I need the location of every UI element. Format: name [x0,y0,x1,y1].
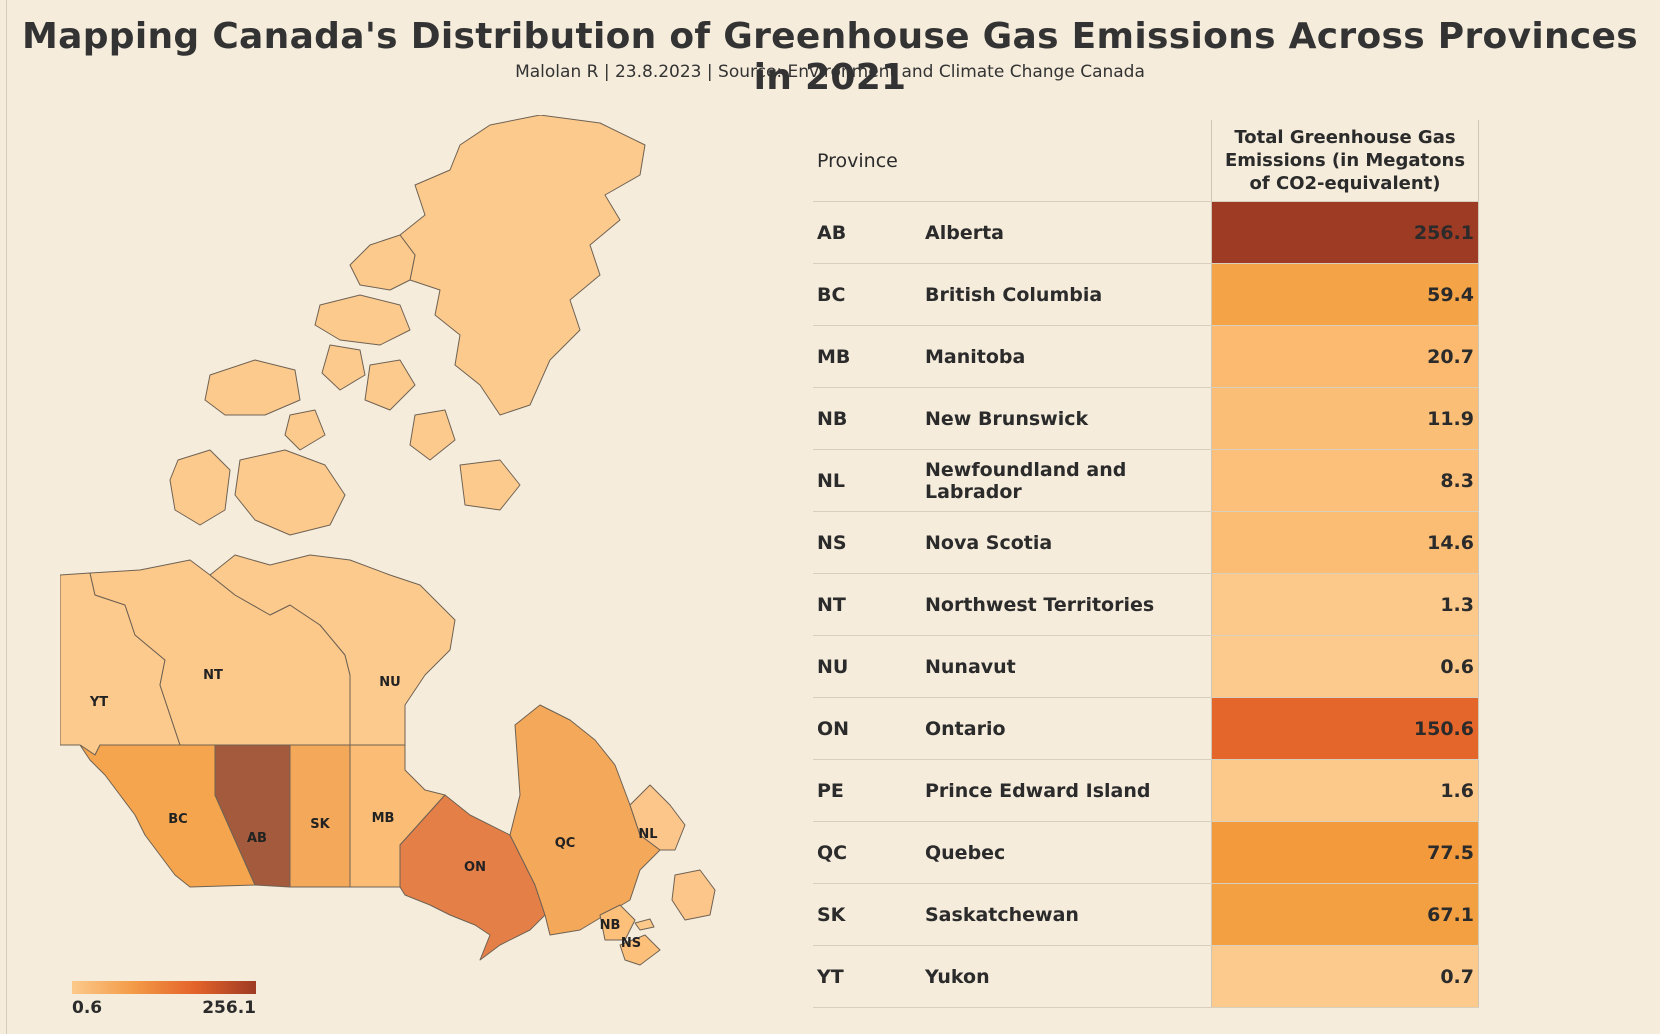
emission-value: 1.6 [1211,759,1479,822]
emission-value: 150.6 [1211,697,1479,760]
color-legend: 0.6 256.1 [72,981,256,1018]
map-label-on: ON [464,860,486,875]
region-nu-devon-island [314,294,411,346]
province-code: MB [813,325,921,388]
province-name: Ontario [921,697,1212,760]
province-name: Prince Edward Island [921,759,1212,822]
table-row: ON Ontario 150.6 [813,697,1479,760]
map-label-nb: NB [600,918,621,933]
table-row: NB New Brunswick 11.9 [813,387,1479,450]
region-pe [634,918,655,931]
region-nu-victoria-island [234,449,346,536]
map-label-nl: NL [638,827,657,842]
region-qc [509,704,661,936]
province-code: BC [813,263,921,326]
province-code: AB [813,201,921,264]
region-nu-melville-island [204,359,301,416]
emission-value: 11.9 [1211,387,1479,450]
province-code: NS [813,511,921,574]
table-row: NT Northwest Territories 1.3 [813,573,1479,636]
region-sk [289,744,351,888]
map-label-mb: MB [372,811,395,826]
emission-value: 8.3 [1211,449,1479,512]
province-name: Northwest Territories [921,573,1212,636]
province-name: Quebec [921,821,1212,884]
province-name: Alberta [921,201,1212,264]
province-code: YT [813,945,921,1008]
legend-gradient-bar [72,981,256,994]
emission-value: 1.3 [1211,573,1479,636]
table-row: BC British Columbia 59.4 [813,263,1479,326]
province-code: NU [813,635,921,698]
map-label-bc: BC [168,812,187,827]
province-name: Yukon [921,945,1212,1008]
region-nu-ellesmere-island [349,234,416,291]
legend-min-label: 0.6 [72,998,103,1018]
region-nu-small-islands [284,344,456,461]
canada-map: YT NT NU BC AB SK MB ON QC NL NB NS [60,115,760,1015]
region-nu-mainland [209,554,456,746]
page-title: Mapping Canada's Distribution of Greenho… [22,16,1638,98]
table-row: MB Manitoba 20.7 [813,325,1479,388]
province-code: NB [813,387,921,450]
table-row: YT Yukon 0.7 [813,945,1479,1008]
province-code: NT [813,573,921,636]
table-row: SK Saskatchewan 67.1 [813,883,1479,946]
emission-value: 0.7 [1211,945,1479,1008]
province-name: Saskatchewan [921,883,1212,946]
map-label-nu: NU [379,675,400,690]
emission-value: 0.6 [1211,635,1479,698]
table-header-row: Province Total Greenhouse Gas Emissions … [813,120,1479,202]
province-name: Manitoba [921,325,1212,388]
frame-border [6,0,7,1034]
province-name: British Columbia [921,263,1212,326]
emission-value: 14.6 [1211,511,1479,574]
table-row: AB Alberta 256.1 [813,201,1479,264]
table-row: QC Quebec 77.5 [813,821,1479,884]
map-label-yt: YT [89,695,108,710]
province-code: QC [813,821,921,884]
region-nb [599,904,636,941]
table-row: NU Nunavut 0.6 [813,635,1479,698]
table-row: PE Prince Edward Island 1.6 [813,759,1479,822]
header-emissions: Total Greenhouse Gas Emissions (in Megat… [1211,120,1479,202]
province-code: SK [813,883,921,946]
table-row: NS Nova Scotia 14.6 [813,511,1479,574]
province-code: PE [813,759,921,822]
legend-max-label: 256.1 [202,998,256,1018]
region-nl-island [671,869,716,921]
region-ns [619,934,661,966]
map-label-sk: SK [310,817,330,832]
table-body: AB Alberta 256.1 BC British Columbia 59.4 MB Ma… [813,201,1479,1008]
emission-value: 256.1 [1211,201,1479,264]
province-name: Nova Scotia [921,511,1212,574]
region-ab [214,744,291,888]
map-label-nt: NT [203,668,223,683]
province-code: ON [813,697,921,760]
table-row: NL Newfoundland and Labrador 8.3 [813,449,1479,512]
map-label-qc: QC [555,836,576,851]
region-nu-baffin-island [399,115,646,416]
region-on [399,794,546,961]
map-label-ab: AB [247,831,267,846]
region-nl-labrador [629,784,686,851]
page-subtitle: Malolan R | 23.8.2023 | Source: Environm… [515,62,1145,82]
region-bc [79,744,256,888]
emissions-table: Province Total Greenhouse Gas Emissions … [813,120,1479,1008]
province-code: NL [813,449,921,512]
region-nu-southampton-island [459,459,521,511]
map-label-ns: NS [621,936,641,951]
header-province: Province [813,120,1212,202]
emission-value: 77.5 [1211,821,1479,884]
emission-value: 59.4 [1211,263,1479,326]
region-nu-banks-island [169,449,231,526]
province-name: Nunavut [921,635,1212,698]
province-name: New Brunswick [921,387,1212,450]
emission-value: 67.1 [1211,883,1479,946]
emission-value: 20.7 [1211,325,1479,388]
canada-map-svg: YT NT NU BC AB SK MB ON QC NL NB NS [60,115,716,966]
province-name: Newfoundland and Labrador [921,449,1212,512]
